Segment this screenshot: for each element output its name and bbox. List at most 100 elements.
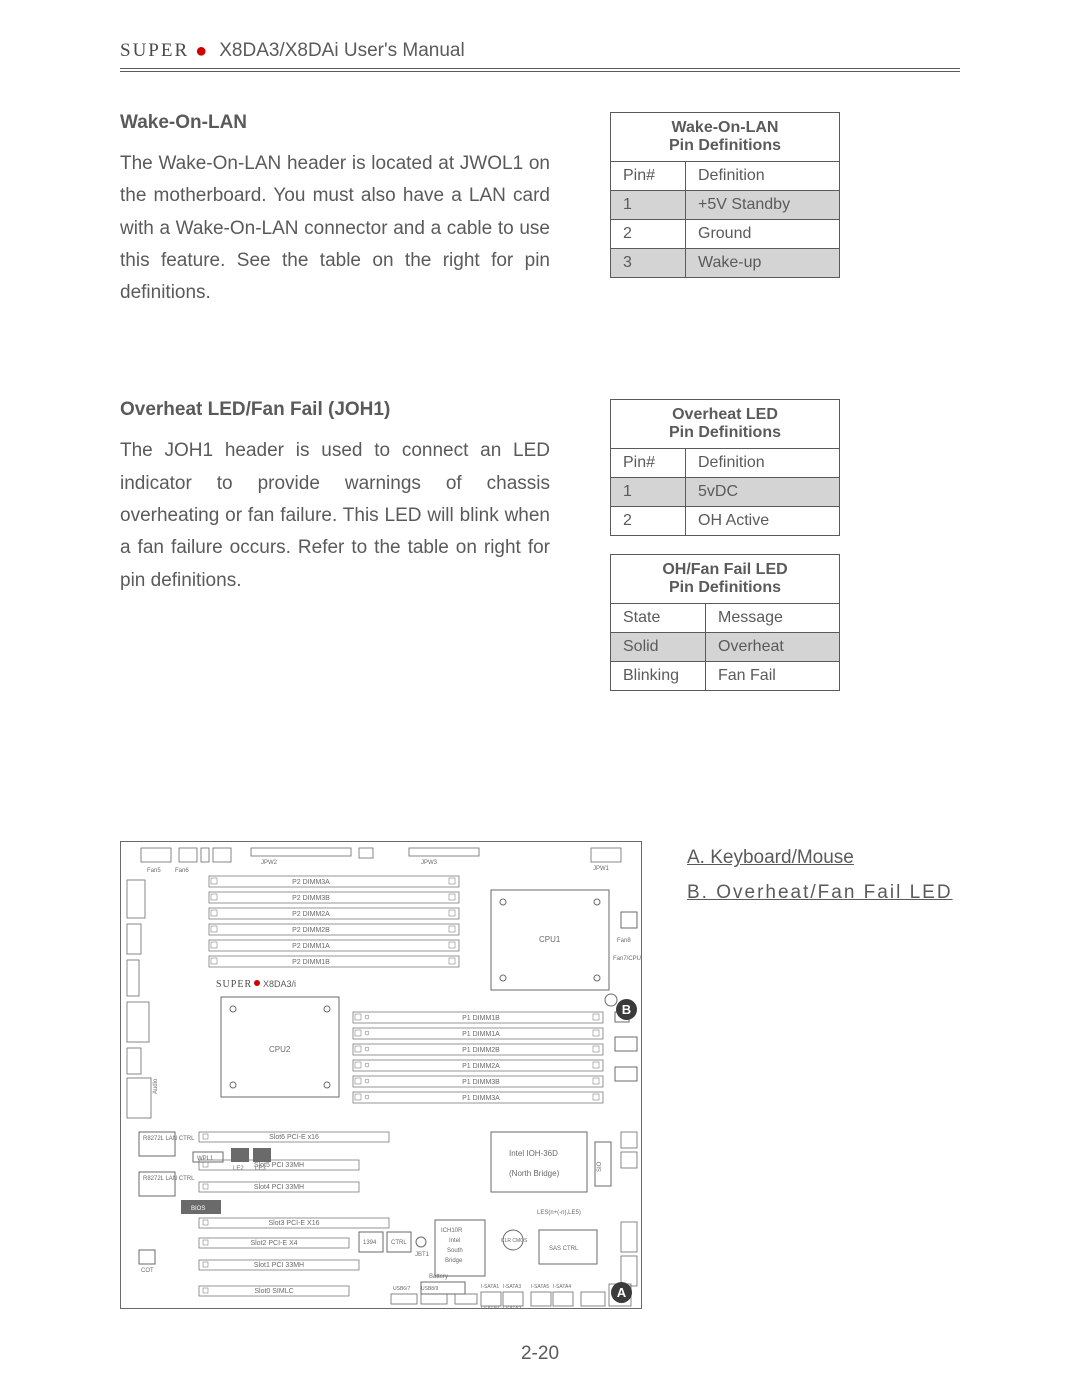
- svg-text:Slot0 SIMLC: Slot0 SIMLC: [254, 1288, 293, 1295]
- svg-text:USB6/7: USB6/7: [393, 1286, 410, 1292]
- svg-text:Slot1 PCI 33MH: Slot1 PCI 33MH: [254, 1262, 304, 1269]
- svg-text:USB8/9: USB8/9: [421, 1286, 438, 1292]
- section1-body: The Wake-On-LAN header is located at JWO…: [120, 148, 550, 309]
- svg-text:R8272L LAN CTRL: R8272L LAN CTRL: [143, 1136, 195, 1142]
- svg-text:Slot6 PCI-E x16: Slot6 PCI-E x16: [269, 1134, 319, 1141]
- table1-title1: Wake-On-LAN: [672, 119, 779, 136]
- section1-heading: Wake-On-LAN: [120, 112, 550, 134]
- motherboard-diagram: Fan5 Fan6 JPW2 JPW3 JPW1 P2 DIMM3AP2 DIM…: [120, 841, 642, 1309]
- manual-title: X8DA3/X8DAi User's Manual: [219, 40, 464, 62]
- overheat-led-table: Overheat LED Pin Definitions Pin# Defini…: [610, 399, 840, 536]
- svg-text:P1 DIMM2B: P1 DIMM2B: [462, 1047, 500, 1054]
- table2a-title1: Overheat LED: [672, 406, 778, 423]
- svg-text:P1 DIMM2A: P1 DIMM2A: [462, 1063, 500, 1070]
- diagram-row: Fan5 Fan6 JPW2 JPW3 JPW1 P2 DIMM3AP2 DIM…: [120, 841, 960, 1309]
- table-row: 1: [611, 478, 686, 507]
- svg-text:(North Bridge): (North Bridge): [509, 1169, 560, 1178]
- svg-text:SIO: SIO: [597, 1162, 603, 1173]
- table-row: Ground: [686, 220, 840, 249]
- table1-col2: Definition: [686, 162, 840, 191]
- svg-text:JBT1: JBT1: [415, 1252, 430, 1258]
- fan-fail-led-table: OH/Fan Fail LED Pin Definitions State Me…: [610, 554, 840, 691]
- svg-text:X8DA3/i: X8DA3/i: [263, 979, 296, 989]
- svg-text:P1 DIMM1A: P1 DIMM1A: [462, 1031, 500, 1038]
- page-header: SUPER ● X8DA3/X8DAi User's Manual: [120, 40, 960, 72]
- svg-text:P2 DIMM1B: P2 DIMM1B: [292, 959, 330, 966]
- svg-text:Fan8: Fan8: [617, 938, 631, 944]
- table-row: 5vDC: [686, 478, 840, 507]
- svg-text:I-SATA5: I-SATA5: [531, 1284, 549, 1290]
- svg-text:P2 DIMM2A: P2 DIMM2A: [292, 911, 330, 918]
- svg-text:COT: COT: [141, 1268, 154, 1274]
- svg-text:Intel IOH-36D: Intel IOH-36D: [509, 1149, 558, 1158]
- table-row: 3: [611, 249, 686, 278]
- table2b-title2: Pin Definitions: [669, 579, 781, 596]
- section2-heading: Overheat LED/Fan Fail (JOH1): [120, 399, 550, 421]
- svg-text:Slot3 PCI-E X16: Slot3 PCI-E X16: [269, 1220, 320, 1227]
- svg-text:South: South: [447, 1248, 463, 1254]
- table-row: Overheat: [706, 633, 840, 662]
- svg-text:I-SATA2: I-SATA2: [503, 1306, 521, 1309]
- svg-text:BIOS: BIOS: [191, 1206, 205, 1212]
- svg-text:Intel: Intel: [449, 1238, 460, 1244]
- svg-text:P1 DIMM3B: P1 DIMM3B: [462, 1079, 500, 1086]
- table2a-title2: Pin Definitions: [669, 424, 781, 441]
- table2b-title1: OH/Fan Fail LED: [662, 561, 787, 578]
- table-row: Fan Fail: [706, 662, 840, 691]
- table-row: 1: [611, 191, 686, 220]
- svg-text:I-SATA3: I-SATA3: [503, 1284, 521, 1290]
- svg-text:P2 DIMM2B: P2 DIMM2B: [292, 927, 330, 934]
- page-number: 2-20: [0, 1343, 1080, 1365]
- svg-text:1394: 1394: [363, 1240, 377, 1246]
- section2-body: The JOH1 header is used to connect an LE…: [120, 435, 550, 596]
- svg-text:CPU2: CPU2: [269, 1045, 291, 1054]
- svg-text:Fan6: Fan6: [175, 868, 189, 874]
- table2b-col1: State: [611, 604, 706, 633]
- svg-text:Fan5: Fan5: [147, 868, 161, 874]
- wake-on-lan-table: Wake-On-LAN Pin Definitions Pin# Definit…: [610, 112, 840, 278]
- svg-text:CPU1: CPU1: [539, 935, 561, 944]
- table2a-col1: Pin#: [611, 449, 686, 478]
- table2a-col2: Definition: [686, 449, 840, 478]
- svg-text:JPW3: JPW3: [421, 860, 438, 866]
- section-overheat-led: Overheat LED/Fan Fail (JOH1) The JOH1 he…: [120, 399, 960, 691]
- svg-text:I-SATA0: I-SATA0: [481, 1306, 499, 1309]
- svg-text:SUPER: SUPER: [216, 979, 252, 990]
- table1-col1: Pin#: [611, 162, 686, 191]
- svg-text:I-SATA4: I-SATA4: [553, 1284, 571, 1290]
- table1-title2: Pin Definitions: [669, 137, 781, 154]
- legend-a: A. Keyboard/Mouse: [687, 841, 960, 875]
- svg-text:LES(n+(-n),LE5): LES(n+(-n),LE5): [537, 1210, 581, 1216]
- svg-text:LE3: LE3: [255, 1166, 266, 1172]
- svg-text:R8272L LAN CTRL: R8272L LAN CTRL: [143, 1176, 195, 1182]
- section-wake-on-lan: Wake-On-LAN The Wake-On-LAN header is lo…: [120, 112, 960, 309]
- legend-b: B. Overheat/Fan Fail LED: [687, 876, 960, 910]
- table2b-col2: Message: [706, 604, 840, 633]
- table-row: 2: [611, 507, 686, 536]
- logo-text: SUPER: [120, 40, 189, 62]
- table-row: Solid: [611, 633, 706, 662]
- table-row: Wake-up: [686, 249, 840, 278]
- svg-text:P1 DIMM3A: P1 DIMM3A: [462, 1095, 500, 1102]
- svg-text:CTRL: CTRL: [391, 1240, 407, 1246]
- svg-text:SAS CTRL: SAS CTRL: [549, 1246, 579, 1252]
- table-row: +5V Standby: [686, 191, 840, 220]
- svg-text:Audio: Audio: [153, 1078, 159, 1094]
- svg-text:LE2: LE2: [233, 1166, 244, 1172]
- svg-text:ICH10R: ICH10R: [441, 1228, 463, 1234]
- svg-text:I-SATA1: I-SATA1: [481, 1284, 499, 1290]
- table-row: 2: [611, 220, 686, 249]
- svg-text:Bridge: Bridge: [445, 1258, 463, 1264]
- svg-text:P2 DIMM3A: P2 DIMM3A: [292, 879, 330, 886]
- diagram-legend: A. Keyboard/Mouse B. Overheat/Fan Fail L…: [687, 841, 960, 909]
- svg-text:Slot4 PCI 33MH: Slot4 PCI 33MH: [254, 1184, 304, 1191]
- svg-text:Battery: Battery: [429, 1274, 448, 1280]
- svg-text:WPL1: WPL1: [197, 1156, 214, 1162]
- svg-text:P1 DIMM1B: P1 DIMM1B: [462, 1015, 500, 1022]
- svg-text:Fan7/CPU1: Fan7/CPU1: [613, 956, 642, 962]
- table-row: OH Active: [686, 507, 840, 536]
- svg-text:P2 DIMM3B: P2 DIMM3B: [292, 895, 330, 902]
- svg-text:CLR CMOS: CLR CMOS: [501, 1238, 528, 1244]
- svg-text:P2 DIMM1A: P2 DIMM1A: [292, 943, 330, 950]
- svg-text:JPW2: JPW2: [261, 860, 278, 866]
